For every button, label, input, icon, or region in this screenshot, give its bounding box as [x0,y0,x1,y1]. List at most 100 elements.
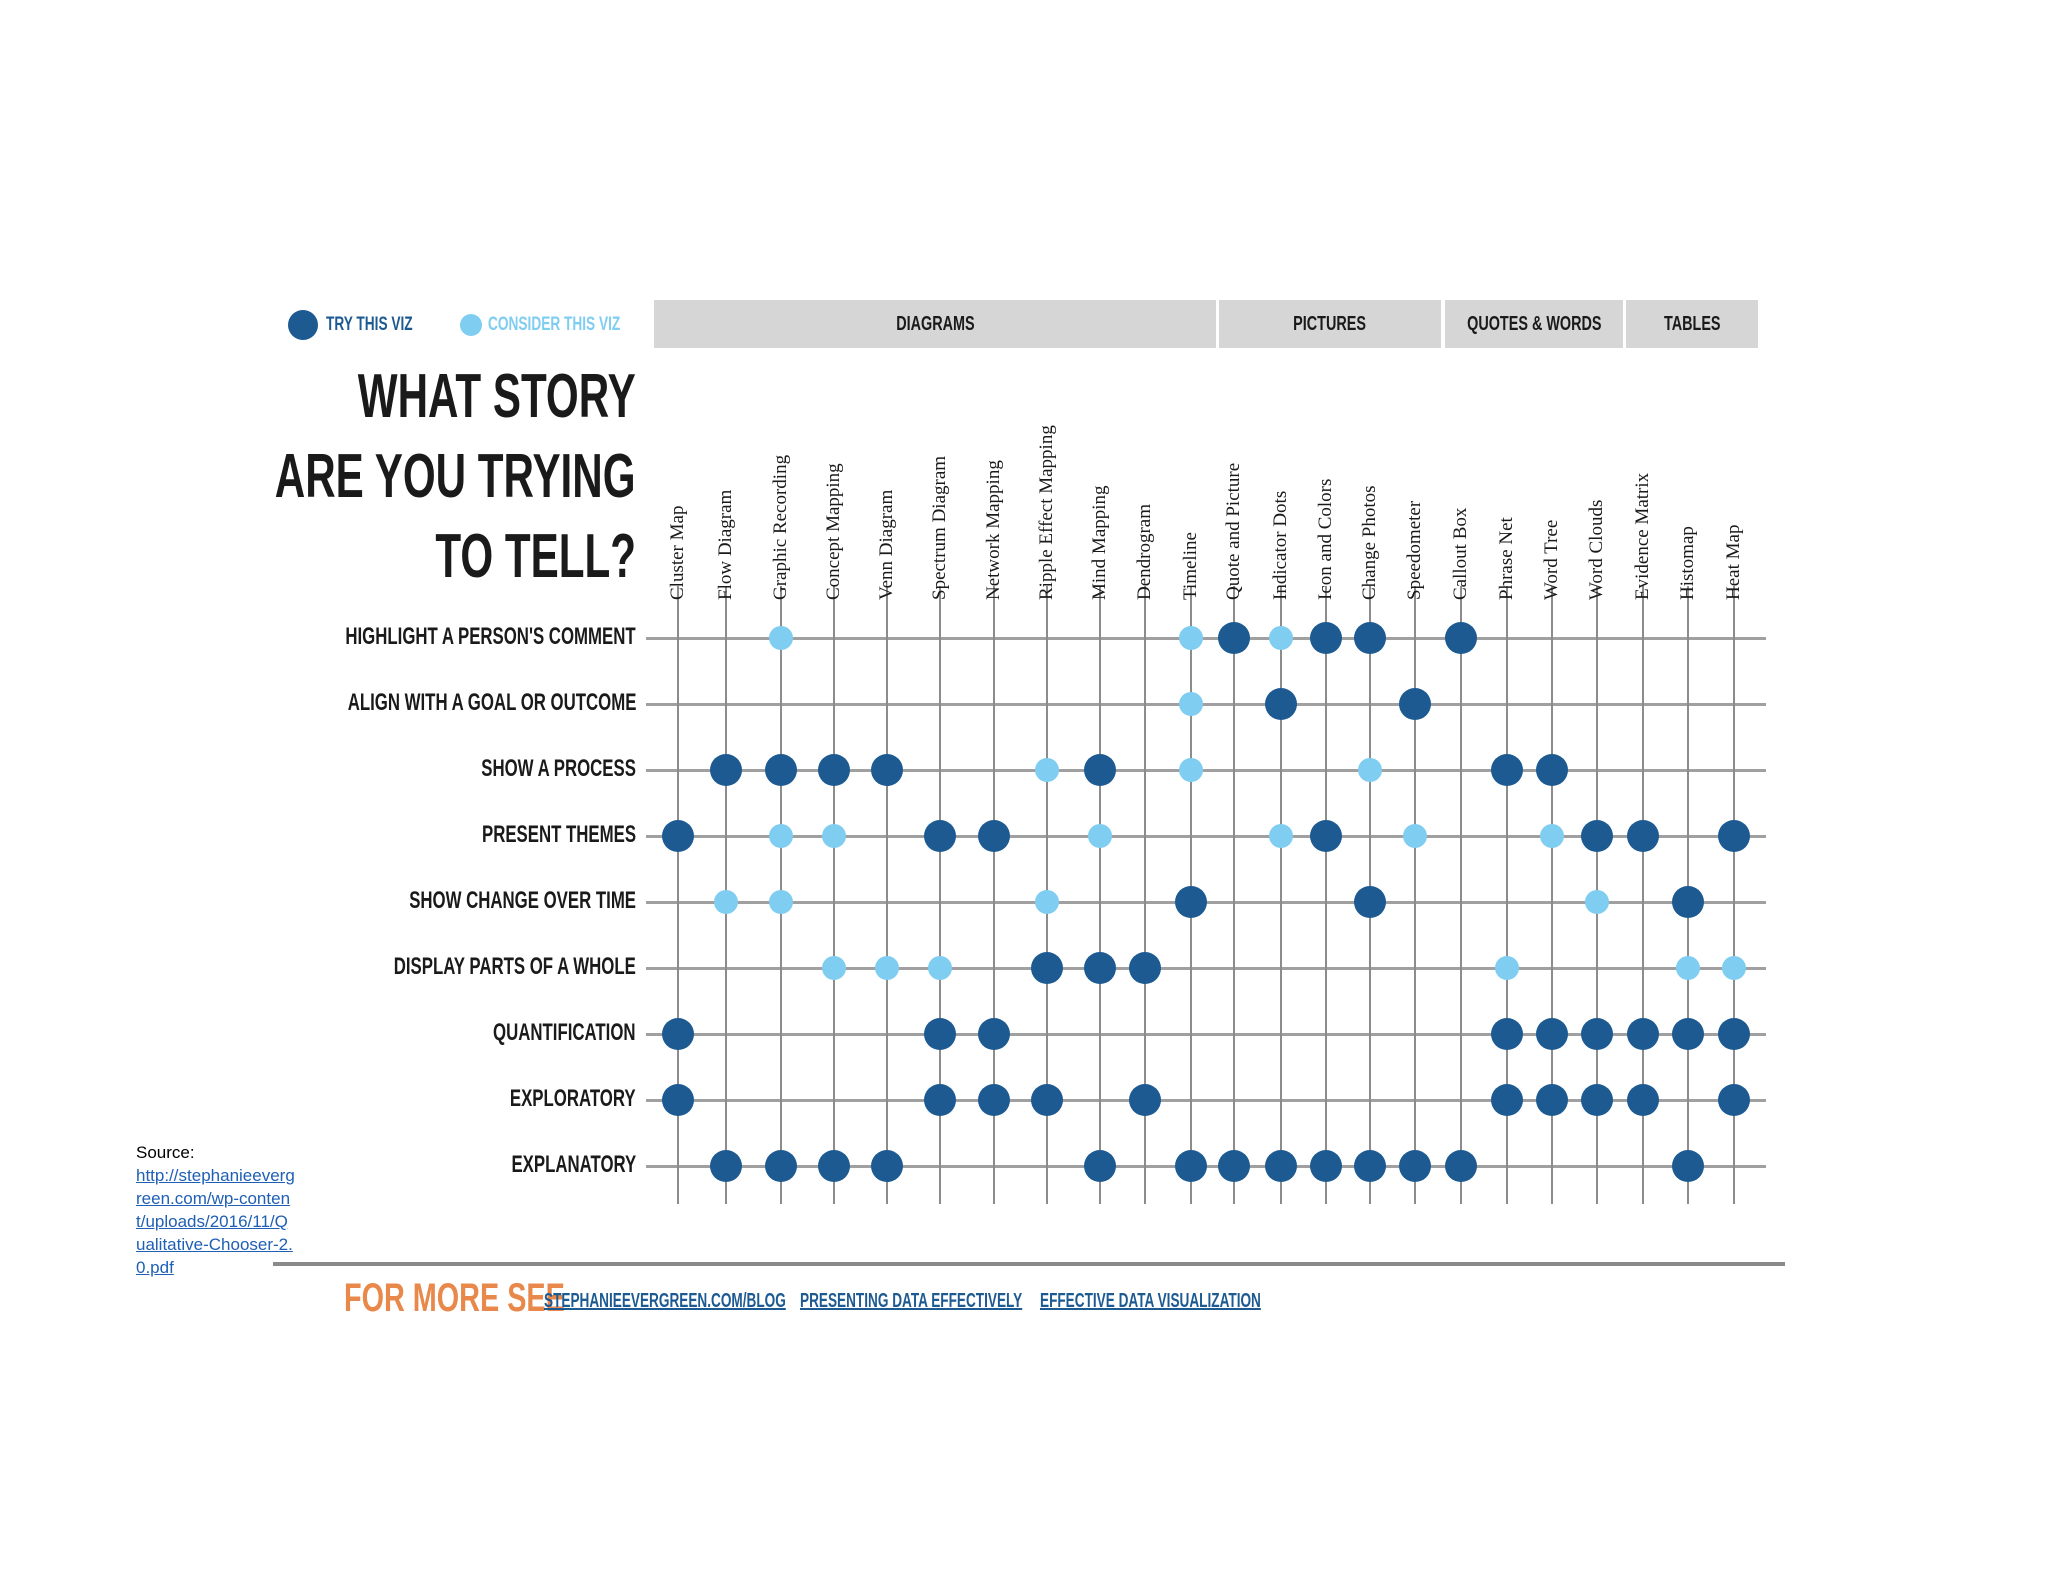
column-label-graphic-recording: Graphic Recording [770,454,791,600]
column-label-network-mapping: Network Mapping [983,460,1004,600]
column-gridline [833,586,835,1204]
try-this-viz-legend-icon [288,310,318,340]
column-label-change-photos: Change Photos [1359,485,1380,600]
try-this-viz-dot [924,820,956,852]
consider-this-viz-dot [769,824,793,848]
column-gridline [1506,586,1508,1204]
column-label-word-tree: Word Tree [1541,519,1562,600]
column-gridline [1233,586,1235,1204]
column-gridline [1099,586,1101,1204]
column-gridline [1414,586,1416,1204]
column-gridline [886,586,888,1204]
column-gridline [1551,586,1553,1204]
page-title-line-1: WHAT STORY [358,362,636,431]
consider-this-viz-dot [769,890,793,914]
column-label-heat-map: Heat Map [1723,524,1744,600]
row-label-show-a-process: SHOW A PROCESS [481,755,636,782]
consider-this-viz-dot [1269,824,1293,848]
source-label: Source: [136,1143,195,1162]
try-this-viz-dot [1084,952,1116,984]
row-gridline [646,637,1766,640]
column-gridline [993,586,995,1204]
row-label-highlight-a-person-s-comment: HIGHLIGHT A PERSON'S COMMENT [345,623,636,650]
try-this-viz-dot [1399,688,1431,720]
try-this-viz-dot [710,1150,742,1182]
consider-this-viz-dot [1269,626,1293,650]
column-label-venn-diagram: Venn Diagram [876,489,897,600]
column-label-mind-mapping: Mind Mapping [1089,485,1110,600]
try-this-viz-dot [871,754,903,786]
column-label-spectrum-diagram: Spectrum Diagram [929,455,950,600]
try-this-viz-dot [924,1084,956,1116]
try-this-viz-dot [978,1018,1010,1050]
consider-this-viz-dot [1585,890,1609,914]
consider-this-viz-dot [1179,626,1203,650]
column-label-quote-and-picture: Quote and Picture [1223,462,1244,600]
try-this-viz-dot [1310,622,1342,654]
column-label-concept-mapping: Concept Mapping [823,463,844,600]
footer-link-presenting-data-effectively[interactable]: PRESENTING DATA EFFECTIVELY [800,1290,1023,1312]
try-this-viz-dot [1354,886,1386,918]
column-label-speedometer: Speedometer [1404,500,1425,600]
try-this-viz-dot [1129,1084,1161,1116]
column-gridline [1325,586,1327,1204]
row-gridline [646,1099,1766,1102]
try-this-viz-dot [1491,1084,1523,1116]
consider-this-viz-dot [822,956,846,980]
column-gridline [1460,586,1462,1204]
footer-link-blog[interactable]: STEPHANIEEVERGREEN.COM/BLOG [544,1290,786,1312]
column-gridline [1280,586,1282,1204]
try-this-viz-dot [1084,754,1116,786]
category-quotes-words: QUOTES & WORDS [1445,300,1623,348]
row-label-present-themes: PRESENT THEMES [481,821,636,848]
consider-this-viz-dot [1495,956,1519,980]
category-tables-label: TABLES [1663,312,1721,335]
try-this-viz-dot [818,1150,850,1182]
column-gridline [677,586,679,1204]
consider-this-viz-dot [875,956,899,980]
try-this-viz-dot [1672,1018,1704,1050]
try-this-viz-dot [1310,1150,1342,1182]
try-this-viz-dot [1718,820,1750,852]
column-label-histomap: Histomap [1677,526,1698,600]
footer-divider [273,1262,1785,1266]
try-this-viz-dot [1310,820,1342,852]
try-this-viz-dot [1265,1150,1297,1182]
try-this-viz-dot [1718,1018,1750,1050]
try-this-viz-dot [1354,622,1386,654]
column-label-callout-box: Callout Box [1450,507,1471,600]
try-this-viz-dot [1627,820,1659,852]
try-this-viz-dot [871,1150,903,1182]
column-label-icon-and-colors: Icon and Colors [1315,478,1336,600]
try-this-viz-dot [1175,1150,1207,1182]
row-label-display-parts-of-a-whole: DISPLAY PARTS OF A WHOLE [393,953,636,980]
page-title-line-3: TO TELL? [435,522,636,591]
row-label-explanatory: EXPLANATORY [511,1151,636,1178]
consider-this-viz-legend-label: CONSIDER THIS VIZ [488,314,621,335]
column-label-indicator-dots: Indicator Dots [1270,490,1291,600]
source-link[interactable]: http://stephanieevergreen.com/wp-content… [136,1166,295,1277]
try-this-viz-dot [818,754,850,786]
row-gridline [646,967,1766,970]
try-this-viz-dot [1581,1018,1613,1050]
try-this-viz-dot [1218,622,1250,654]
category-pictures: PICTURES [1219,300,1441,348]
try-this-viz-dot [978,820,1010,852]
category-pictures-label: PICTURES [1293,312,1367,335]
try-this-viz-dot [978,1084,1010,1116]
consider-this-viz-dot [769,626,793,650]
footer-link-effective-data-visualization[interactable]: EFFECTIVE DATA VISUALIZATION [1040,1290,1261,1312]
column-gridline [1733,586,1735,1204]
try-this-viz-dot [1718,1084,1750,1116]
try-this-viz-dot [1536,1084,1568,1116]
row-label-exploratory: EXPLORATORY [510,1085,636,1112]
consider-this-viz-dot [1676,956,1700,980]
page-title-line-2: ARE YOU TRYING [275,442,636,511]
category-tables: TABLES [1626,300,1758,348]
try-this-viz-dot [1581,1084,1613,1116]
try-this-viz-legend-label: TRY THIS VIZ [326,314,413,335]
try-this-viz-dot [1399,1150,1431,1182]
try-this-viz-dot [1445,1150,1477,1182]
consider-this-viz-dot [822,824,846,848]
category-diagrams: DIAGRAMS [654,300,1216,348]
